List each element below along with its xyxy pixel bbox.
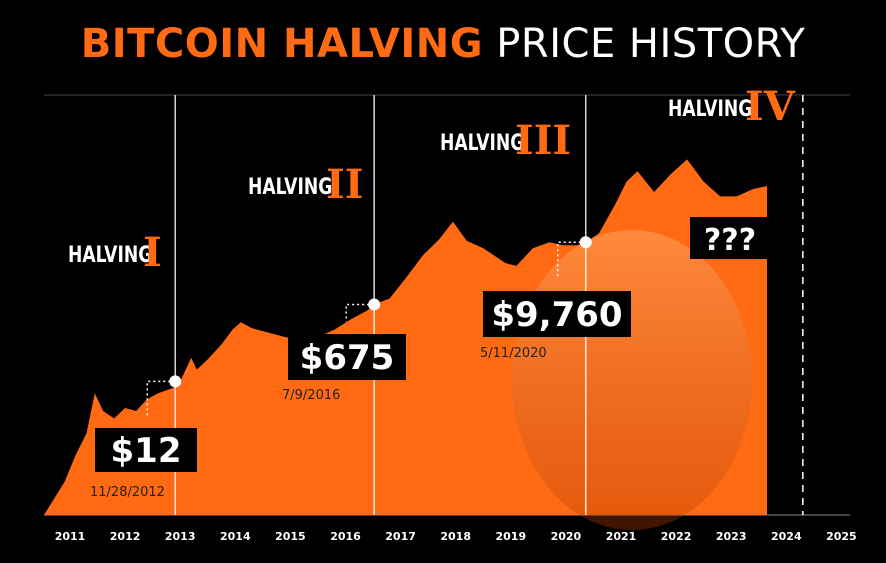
halving-2-price-box — [288, 334, 406, 380]
halving-3-label: HALVING — [440, 130, 524, 156]
x-tick-2016: 2016 — [330, 530, 361, 543]
halving-4-price: ??? — [704, 223, 756, 258]
halving-2-date: 7/9/2016 — [282, 388, 340, 403]
halving-dot-2 — [368, 298, 381, 311]
x-tick-2022: 2022 — [661, 530, 692, 543]
halving-3-numeral: III — [515, 117, 571, 164]
bull-image-overlay — [512, 230, 753, 530]
halving-3-price-box — [483, 291, 631, 337]
halving-3-date: 5/11/2020 — [480, 346, 547, 361]
title-part-1: BITCOIN HALVING — [80, 21, 484, 67]
title-part-2: PRICE HISTORY — [496, 21, 806, 67]
halving-4-label: HALVING — [668, 96, 752, 122]
halving-1-numeral: I — [143, 229, 162, 276]
halving-1-price-box — [95, 428, 197, 472]
halving-2-numeral: II — [326, 161, 363, 208]
x-tick-2019: 2019 — [495, 530, 526, 543]
x-tick-2012: 2012 — [110, 530, 141, 543]
chart-title: BITCOIN HALVING PRICE HISTORY — [0, 20, 886, 68]
x-tick-2021: 2021 — [606, 530, 637, 543]
x-tick-2025: 2025 — [826, 530, 857, 543]
x-tick-2023: 2023 — [716, 530, 747, 543]
halving-3-price: $9,760 — [491, 295, 622, 335]
x-tick-2018: 2018 — [440, 530, 471, 543]
x-tick-2017: 2017 — [385, 530, 416, 543]
halving-2-price: $675 — [300, 338, 395, 378]
halving-1-price: $12 — [111, 431, 182, 471]
halving-dot-1 — [169, 375, 182, 388]
halving-connector-1 — [146, 380, 176, 416]
x-tick-2020: 2020 — [551, 530, 582, 543]
halving-2-label: HALVING — [248, 174, 332, 200]
x-tick-2014: 2014 — [220, 530, 251, 543]
halving-dot-3 — [579, 236, 592, 249]
halving-4-numeral: IV — [745, 83, 796, 130]
halving-1-label: HALVING — [68, 242, 152, 268]
halving-1-date: 11/28/2012 — [90, 485, 165, 500]
halving-4-price-box — [690, 217, 770, 259]
x-tick-2024: 2024 — [771, 530, 802, 543]
x-tick-2011: 2011 — [55, 530, 86, 543]
x-tick-2015: 2015 — [275, 530, 306, 543]
x-tick-2013: 2013 — [165, 530, 196, 543]
